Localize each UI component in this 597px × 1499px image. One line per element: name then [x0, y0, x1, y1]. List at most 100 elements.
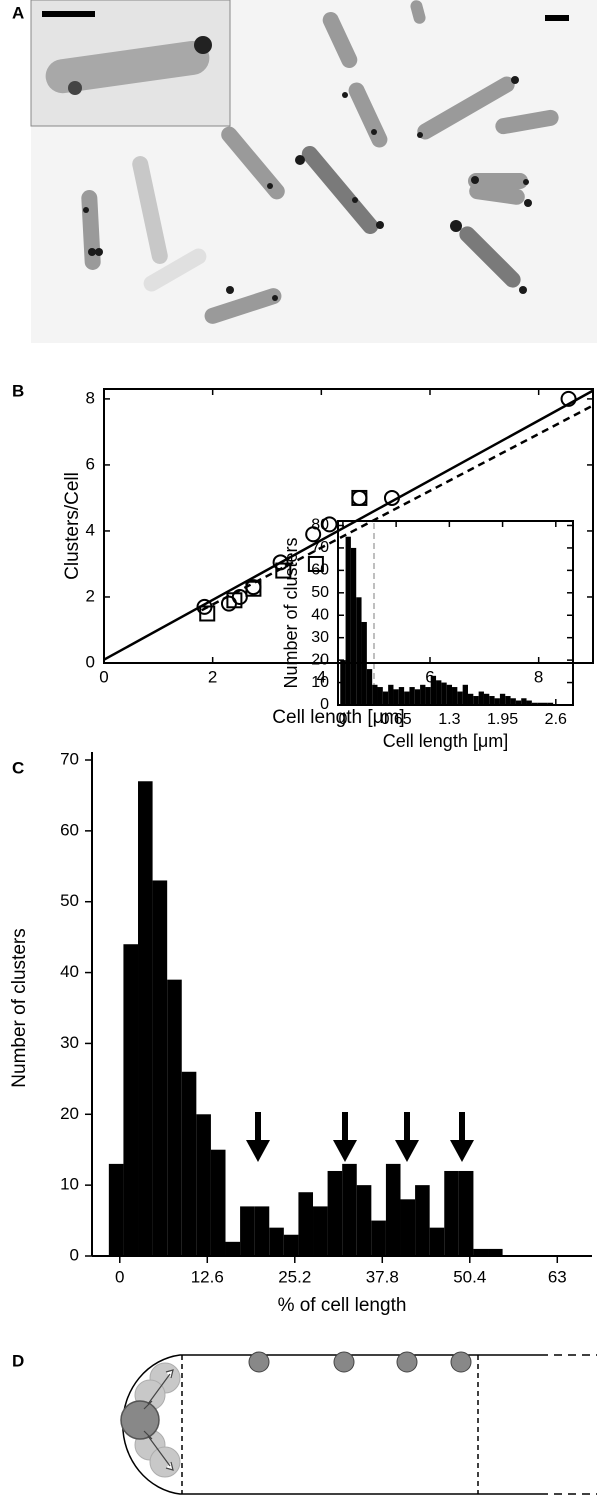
y-tick-label: 40 — [311, 606, 329, 623]
bar — [425, 687, 431, 705]
bar — [478, 691, 484, 705]
bar — [473, 1248, 489, 1256]
panel-label: C — [12, 758, 24, 777]
bar — [414, 689, 421, 705]
bar — [441, 682, 447, 705]
point — [305, 526, 322, 543]
bar — [382, 691, 389, 705]
bar — [377, 687, 383, 705]
bar — [108, 1163, 124, 1256]
y-tick-label: 0 — [86, 652, 95, 671]
y-tick-label: 10 — [60, 1175, 79, 1194]
y-tick-label: 0 — [70, 1245, 79, 1264]
bar — [515, 700, 522, 705]
arrows — [246, 1112, 474, 1162]
cluster-dots — [83, 76, 532, 301]
bar — [269, 1227, 284, 1256]
bar — [531, 702, 538, 705]
bar — [429, 1227, 445, 1256]
bar — [489, 696, 495, 705]
bar — [342, 1163, 357, 1256]
y-tick-label: 30 — [311, 629, 329, 646]
x-tick-label: 8 — [534, 667, 543, 686]
bar — [409, 687, 415, 705]
y-tick-label: 20 — [60, 1104, 79, 1123]
y-axis-title: Number of clusters — [281, 537, 301, 688]
bar — [488, 1248, 503, 1256]
inset-cell — [45, 40, 210, 94]
bar — [494, 698, 500, 705]
bar — [467, 693, 474, 705]
bar — [356, 597, 362, 705]
y-tick-label: 70 — [60, 749, 79, 768]
bar — [356, 1185, 372, 1256]
x-tick-label: 4 — [317, 667, 326, 686]
bar — [225, 1241, 241, 1256]
point — [351, 489, 368, 506]
bar — [181, 1071, 197, 1256]
y-tick-label: 40 — [60, 962, 79, 981]
cell-diagram — [120, 1351, 597, 1495]
bar — [327, 1170, 343, 1256]
bar — [372, 684, 378, 705]
x-tick-label: 37.8 — [366, 1267, 399, 1286]
bar — [415, 1185, 430, 1256]
x-tick-label: 2.6 — [545, 711, 567, 728]
bar — [388, 684, 394, 705]
point — [307, 555, 324, 572]
panel-label: B — [12, 381, 24, 400]
bar — [526, 700, 532, 705]
bar — [400, 1199, 416, 1256]
bar — [444, 1170, 459, 1256]
x-axis-title: Cell length [μm] — [383, 731, 508, 751]
bar — [457, 691, 463, 705]
x-tick-label: 2 — [208, 667, 217, 686]
bar — [350, 547, 357, 705]
x-tick-label: 12.6 — [191, 1267, 224, 1286]
bar — [542, 702, 548, 705]
panel-label: A — [12, 3, 24, 22]
inset-dot — [194, 36, 212, 54]
bar — [510, 698, 516, 705]
bar — [547, 702, 554, 705]
point — [245, 580, 262, 597]
bar — [452, 687, 458, 705]
bar — [385, 1163, 401, 1256]
bar — [505, 696, 511, 705]
bar — [462, 684, 468, 705]
point — [321, 516, 338, 533]
cells — [81, 0, 559, 324]
y-tick-label: 60 — [60, 820, 79, 839]
bar — [138, 781, 153, 1256]
bar — [123, 944, 139, 1256]
x-axis-title: Cell length [μm] — [272, 707, 404, 728]
y-tick-label: 20 — [311, 651, 329, 668]
bar — [430, 675, 437, 705]
bar — [446, 684, 453, 705]
x-tick-label: 0.65 — [381, 711, 412, 728]
micrograph — [30, 0, 597, 343]
x-axis-title: % of cell length — [278, 1295, 407, 1316]
x-tick-label: 50.4 — [453, 1267, 486, 1286]
y-tick-label: 30 — [60, 1033, 79, 1052]
bar — [420, 684, 426, 705]
y-axis-title: Clusters/Cell — [62, 472, 83, 580]
x-tick-label: 0 — [99, 667, 108, 686]
y-tick-label: 2 — [86, 586, 95, 605]
bar — [473, 696, 479, 705]
bar — [521, 698, 527, 705]
bar — [404, 691, 410, 705]
scale-bar — [545, 15, 569, 21]
fit-line — [201, 404, 594, 612]
x-tick-label: 0 — [338, 711, 347, 728]
bar — [537, 702, 543, 705]
y-tick-label: 50 — [311, 584, 329, 601]
x-tick-label: 25.2 — [278, 1267, 311, 1286]
y-tick-label: 10 — [311, 674, 329, 691]
point — [351, 489, 368, 506]
bar — [436, 680, 442, 705]
x-tick-label: 6 — [425, 667, 434, 686]
bar — [240, 1206, 255, 1256]
bar — [152, 880, 168, 1256]
